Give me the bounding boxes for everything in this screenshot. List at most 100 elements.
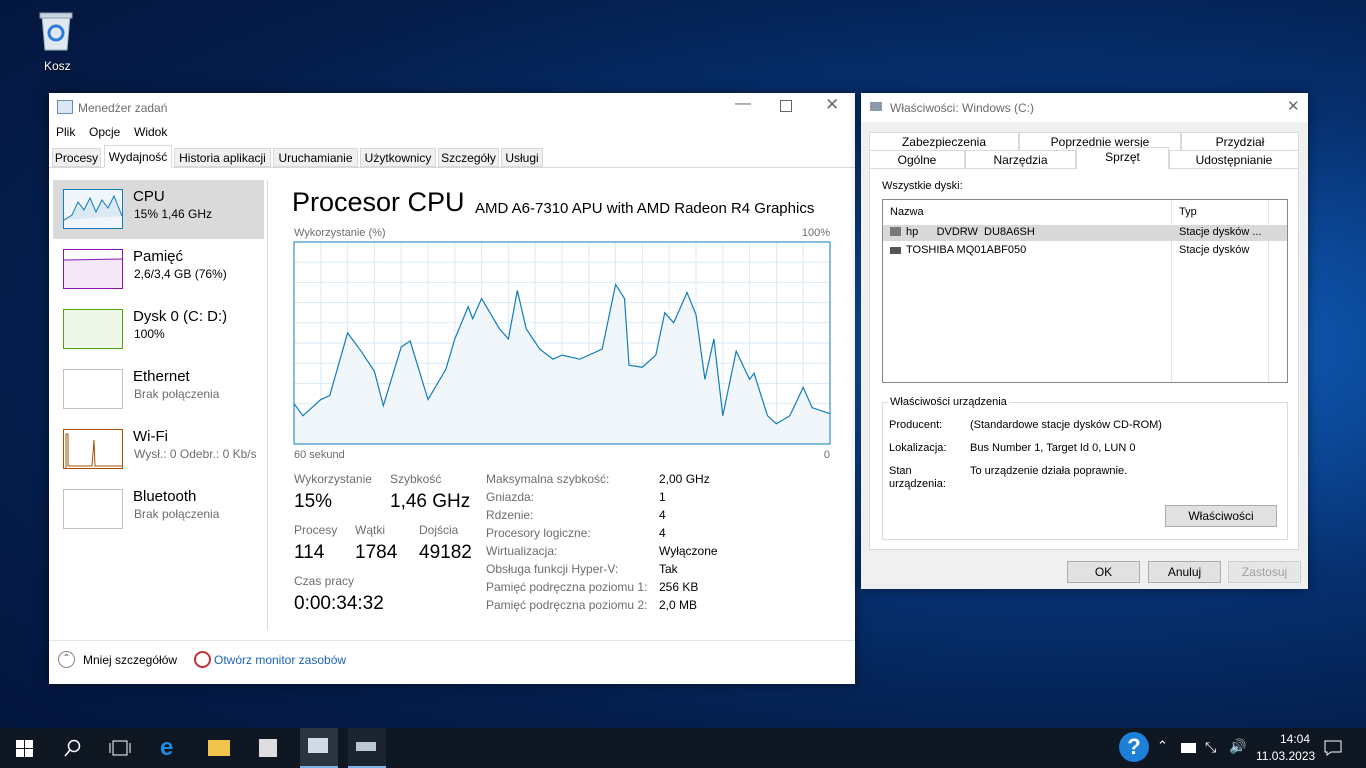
stat-value: 0:00:34:32: [294, 593, 384, 614]
store-icon[interactable]: [259, 739, 277, 757]
tab[interactable]: Uruchamianie: [273, 148, 358, 167]
tab-selected[interactable]: Wydajność: [104, 145, 172, 168]
tab[interactable]: Historia aplikacji: [174, 148, 271, 167]
prop-label: Producent:: [889, 419, 943, 431]
group-box: [882, 402, 1288, 540]
tab[interactable]: Narzędzia: [965, 150, 1076, 169]
prop-label: Stan urządzenia:: [889, 465, 946, 490]
taskmgr-icon: [308, 738, 328, 753]
properties-window: Właściwości: Windows (C:) ✕ Zabezpieczen…: [861, 93, 1308, 589]
stat-label: Szybkość: [390, 472, 442, 486]
tab[interactable]: Poprzednie wersje: [1019, 132, 1181, 151]
properties-button[interactable]: Właściwości: [1165, 505, 1277, 527]
spec-label: Pamięć podręczna poziomu 2:: [486, 598, 648, 612]
spec-label: Obsługa funkcji Hyper-V:: [486, 562, 619, 576]
search-button[interactable]: [64, 739, 82, 757]
resource-monitor-link[interactable]: Otwórz monitor zasobów: [214, 653, 347, 667]
help-icon[interactable]: ?: [1119, 732, 1149, 762]
notifications-button[interactable]: [1324, 740, 1342, 756]
stat-label: Wątki: [355, 523, 385, 537]
disk-type[interactable]: Stacje dysków ...: [1179, 226, 1262, 238]
sidebar-name[interactable]: Dysk 0 (C: D:): [133, 308, 228, 325]
monitor-icon[interactable]: [194, 651, 211, 668]
tab[interactable]: Zabezpieczenia: [869, 132, 1019, 151]
tray-chevron[interactable]: ⌃: [1157, 738, 1168, 753]
clock-date[interactable]: 11.03.2023: [1256, 749, 1316, 763]
x-tick-label: 0: [824, 449, 830, 461]
divider: [267, 180, 268, 630]
prop-label: Lokalizacja:: [889, 442, 947, 454]
cpu-chart: Wykorzystanie (%) 100% 60 sekund 0: [293, 227, 831, 461]
spec-value: Wyłączone: [659, 544, 718, 558]
edge-icon[interactable]: e: [160, 734, 174, 761]
memory-thumbnail: [63, 249, 123, 289]
sidebar-detail: 2,6/3,4 GB (76%): [134, 267, 227, 281]
prop-value: Bus Number 1, Target Id 0, LUN 0: [970, 442, 1136, 454]
sidebar-name[interactable]: Pamięć: [133, 248, 184, 265]
battery-icon[interactable]: [1181, 743, 1196, 753]
tab-baseline: [49, 167, 855, 168]
task-manager-window: Menedżer zadań — ✕ Plik Opcje Widok Proc…: [49, 93, 855, 684]
disk-name[interactable]: hp DVDRW DU8A6SH: [906, 226, 1035, 238]
tab[interactable]: Usługi: [501, 148, 543, 167]
spec-label: Pamięć podręczna poziomu 1:: [486, 580, 648, 594]
menu-item[interactable]: Opcje: [89, 125, 121, 139]
sidebar-name[interactable]: Ethernet: [133, 368, 190, 385]
all-disks-label: Wszystkie dyski:: [882, 180, 963, 192]
disk-name[interactable]: TOSHIBA MQ01ABF050: [906, 244, 1027, 256]
spec-value: 2,0 MB: [659, 598, 698, 612]
row-selected[interactable]: [883, 225, 1287, 241]
sidebar-name[interactable]: CPU: [133, 188, 165, 205]
wifi-thumbnail-line: [65, 433, 122, 468]
close-button[interactable]: ✕: [1287, 98, 1300, 115]
minimize-button[interactable]: —: [735, 95, 751, 112]
recycle-bin-label[interactable]: Kosz: [44, 59, 71, 73]
disk-thumbnail: [63, 309, 123, 349]
menu-item[interactable]: Plik: [56, 125, 76, 139]
sidebar-name[interactable]: Bluetooth: [133, 488, 197, 505]
volume-icon[interactable]: 🔊: [1229, 738, 1247, 754]
tab[interactable]: Udostępnianie: [1169, 150, 1299, 169]
tab[interactable]: Procesy: [52, 148, 101, 167]
stat-value: 1784: [355, 542, 398, 563]
tab[interactable]: Ogólne: [869, 150, 965, 169]
drive-icon: [870, 102, 882, 111]
network-icon[interactable]: ⤡: [1205, 739, 1217, 755]
stat-label: Dojścia: [419, 523, 459, 537]
plot-border: [293, 241, 831, 445]
drive-icon: [890, 227, 901, 236]
menu-item[interactable]: Widok: [134, 125, 168, 139]
tab[interactable]: Użytkownicy: [360, 148, 436, 167]
tab[interactable]: Przydział: [1181, 132, 1299, 151]
start-button[interactable]: [16, 740, 33, 757]
tab[interactable]: Szczegóły: [438, 148, 499, 167]
group-label: Właściwości urządzenia: [888, 396, 1009, 408]
stat-label: Wykorzystanie: [294, 472, 372, 486]
sidebar-name[interactable]: Wi-Fi: [133, 428, 168, 445]
cancel-button[interactable]: Anuluj: [1148, 561, 1221, 583]
explorer-icon[interactable]: [208, 740, 230, 756]
app-icon: [57, 100, 73, 114]
title-bar: [861, 93, 1308, 122]
task-view-button[interactable]: [109, 740, 131, 756]
apply-button: Zastosuj: [1228, 561, 1301, 583]
recycle-bin-icon[interactable]: [36, 10, 76, 52]
disk-type[interactable]: Stacje dysków: [1179, 244, 1250, 256]
column-header[interactable]: Typ: [1179, 206, 1197, 218]
spec-value: Tak: [659, 562, 678, 576]
cpu-thumbnail-line: [63, 194, 123, 221]
stat-value: 49182: [419, 542, 472, 563]
clock-time[interactable]: 14:04: [1280, 732, 1311, 746]
maximize-button[interactable]: [780, 100, 792, 112]
less-details[interactable]: Mniej szczegółów: [83, 653, 178, 667]
stat-value: 114: [294, 542, 325, 563]
close-button[interactable]: ✕: [825, 95, 840, 114]
ethernet-thumbnail: [63, 369, 123, 409]
spec-value: 4: [659, 508, 666, 522]
column-header[interactable]: Nazwa: [890, 206, 924, 218]
less-icon[interactable]: ⌃: [58, 651, 75, 668]
wifi-thumbnail: [63, 429, 123, 469]
cpu-model: AMD A6-7310 APU with AMD Radeon R4 Graph…: [475, 200, 815, 217]
tab-selected[interactable]: Sprzęt: [1076, 147, 1169, 170]
ok-button[interactable]: OK: [1067, 561, 1140, 583]
